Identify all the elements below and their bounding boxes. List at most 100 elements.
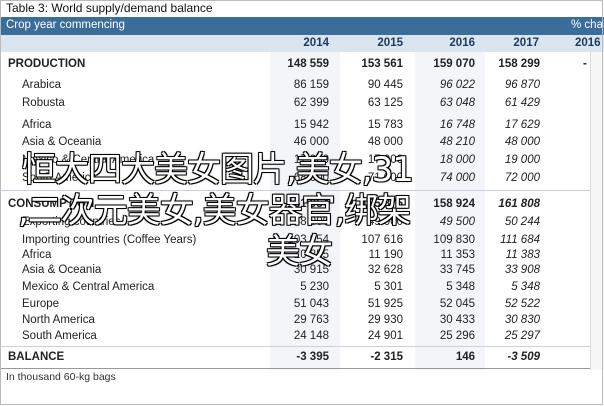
cell: 32 628 xyxy=(367,264,403,276)
cell: 151 954 xyxy=(287,198,329,210)
row-label: South America xyxy=(22,172,97,184)
cell: 30 433 xyxy=(439,314,475,326)
balance-label: BALANCE xyxy=(8,351,65,363)
cell: 17 629 xyxy=(504,119,540,131)
cell: 48 000 xyxy=(293,216,329,228)
column-shade-2014 xyxy=(270,52,340,370)
cell: 111 684 xyxy=(500,234,540,246)
column-shade-2016 xyxy=(415,52,485,370)
cell: 5 348 xyxy=(511,281,540,293)
row-label: North America xyxy=(22,314,95,326)
row-label: Africa xyxy=(22,249,52,261)
cell: 153 561 xyxy=(361,58,403,70)
row-label: South America xyxy=(22,330,97,342)
year-2016: 2016 xyxy=(449,37,475,49)
cell: 11 190 xyxy=(368,249,403,261)
year-right: 2016 xyxy=(575,37,601,49)
row-label: Mexico & Central America xyxy=(22,154,155,166)
row-label: Asia & Oceania xyxy=(22,264,102,276)
cell: 49 000 xyxy=(367,216,403,228)
row-label: Asia & Oceania xyxy=(22,136,102,148)
cell: 30 830 xyxy=(504,314,540,326)
row-label: Africa xyxy=(22,119,52,131)
cell: 158 924 xyxy=(433,198,475,210)
cell: 15 942 xyxy=(293,119,329,131)
cell: 62 399 xyxy=(293,97,329,109)
cell: 51 925 xyxy=(367,298,403,310)
cell: 24 148 xyxy=(293,330,329,342)
percent-change-label: % chang xyxy=(571,19,604,31)
production-label: PRODUCTION xyxy=(8,58,86,70)
row-label: Importing countries (Coffee Years) xyxy=(22,234,197,246)
row-label: Mexico & Central America xyxy=(22,281,155,293)
footnote: In thousand 60-kg bags xyxy=(6,371,116,383)
cell: 48 000 xyxy=(504,136,540,148)
cell: 10 855 xyxy=(293,249,329,261)
cell: 25 297 xyxy=(504,330,540,342)
cell: 5 348 xyxy=(446,281,475,293)
cell: 158 299 xyxy=(498,58,540,70)
cell: 29 930 xyxy=(367,314,403,326)
cell: 51 043 xyxy=(293,298,329,310)
cell: 33 908 xyxy=(504,264,540,276)
overlay-line-1: 恒大四大美女图片,美女,31 xyxy=(22,150,414,190)
cell: - xyxy=(583,58,587,70)
cell: 11 353 xyxy=(440,249,475,261)
cell: -3 509 xyxy=(507,351,540,363)
cell: 74 000 xyxy=(439,172,475,184)
cell: 48 000 xyxy=(367,136,403,148)
cell: 107 616 xyxy=(361,234,403,246)
divider xyxy=(0,190,604,191)
cell: 18 000 xyxy=(439,154,475,166)
cell: 48 210 xyxy=(439,136,475,148)
cell: 17 000 xyxy=(293,154,329,166)
table-title: Table 3: World supply/demand balance xyxy=(6,1,213,15)
header-bar: Crop year commencing % chang xyxy=(0,17,604,35)
cell: 15 783 xyxy=(367,119,403,131)
cell: 148 559 xyxy=(287,58,329,70)
cell: 103 954 xyxy=(287,234,329,246)
cell: 68 000 xyxy=(293,172,329,184)
divider xyxy=(0,346,604,347)
cell: 155 875 xyxy=(361,198,403,210)
row-label: Europe xyxy=(22,298,60,310)
year-2015: 2015 xyxy=(377,37,403,49)
cell: 16 748 xyxy=(439,119,475,131)
cell: 96 870 xyxy=(504,79,540,91)
overlay-line-3: 美女 xyxy=(266,232,333,272)
cell: -3 395 xyxy=(296,351,329,363)
cell: -2 315 xyxy=(370,351,403,363)
year-2017: 2017 xyxy=(513,37,539,49)
cell: 17 000 xyxy=(367,154,403,166)
cell: 52 045 xyxy=(439,298,475,310)
cell: 86 159 xyxy=(293,79,329,91)
title-row: Table 3: World supply/demand balance xyxy=(0,0,604,18)
cell: 19 000 xyxy=(504,154,540,166)
cell: 90 445 xyxy=(367,79,403,91)
cell: 61 429 xyxy=(504,97,540,109)
right-scroll-panel xyxy=(590,52,604,370)
cell: 63 125 xyxy=(367,97,403,109)
crop-year-label: Crop year commencing xyxy=(6,19,125,31)
cell: 96 022 xyxy=(439,79,475,91)
overlay-line-2: ,二次元美女,美女器官,绑架 xyxy=(18,191,411,231)
cell: 63 048 xyxy=(439,97,475,109)
cell: 24 901 xyxy=(367,330,403,342)
cell: 46 000 xyxy=(293,136,329,148)
cell: 159 070 xyxy=(433,58,475,70)
cell: 72 000 xyxy=(504,172,540,184)
cell: 71 000 xyxy=(367,172,403,184)
row-label: Robusta xyxy=(22,97,65,109)
cell: 161 808 xyxy=(498,198,540,210)
row-label: Arabica xyxy=(22,79,61,91)
cell: 33 745 xyxy=(439,264,475,276)
bottom-rule xyxy=(0,368,604,369)
cell: 11 383 xyxy=(505,249,540,261)
cell: 5 230 xyxy=(300,281,329,293)
year-2014: 2014 xyxy=(303,37,329,49)
consumption-label: CONSUMPTION xyxy=(8,198,95,210)
cell: 146 xyxy=(455,351,475,363)
cell: 30 915 xyxy=(293,264,329,276)
cell: 50 244 xyxy=(504,216,540,228)
